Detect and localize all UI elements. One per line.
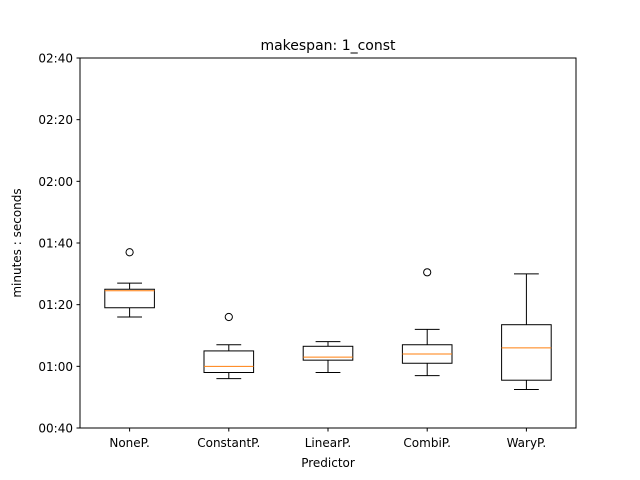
x-tick-label: CombiP. [403, 436, 451, 450]
box-iqr [104, 288, 155, 309]
y-tick-label: 02:00 [38, 175, 73, 189]
y-tick-label: 00:40 [38, 422, 73, 436]
x-axis-title: Predictor [301, 456, 355, 470]
x-axis: NoneP. ConstantP. LinearP. CombiP. WaryP. [109, 428, 546, 450]
x-tick-label: NoneP. [109, 436, 150, 450]
y-tick-label: 02:40 [38, 52, 73, 66]
y-axis: 00:40 01:00 01:20 01:40 02:00 02:20 02:40 [38, 52, 80, 436]
box-iqr [302, 345, 354, 361]
outlier-point [423, 268, 432, 277]
y-tick-label: 01:00 [38, 360, 73, 374]
y-axis-title: minutes : seconds [10, 188, 24, 297]
outlier-point [224, 312, 233, 322]
box-series [104, 248, 552, 390]
y-tick-label: 02:20 [38, 113, 73, 127]
outlier-point [125, 248, 134, 257]
x-tick-label: WaryP. [507, 436, 547, 450]
y-tick-label: 01:40 [38, 237, 73, 251]
x-tick-label: ConstantP. [197, 436, 260, 450]
y-tick-label: 01:20 [38, 298, 73, 312]
box-iqr [501, 324, 552, 381]
chart-title: makespan: 1_const [260, 38, 396, 54]
box-iqr [203, 350, 255, 373]
x-tick-label: LinearP. [305, 436, 351, 450]
